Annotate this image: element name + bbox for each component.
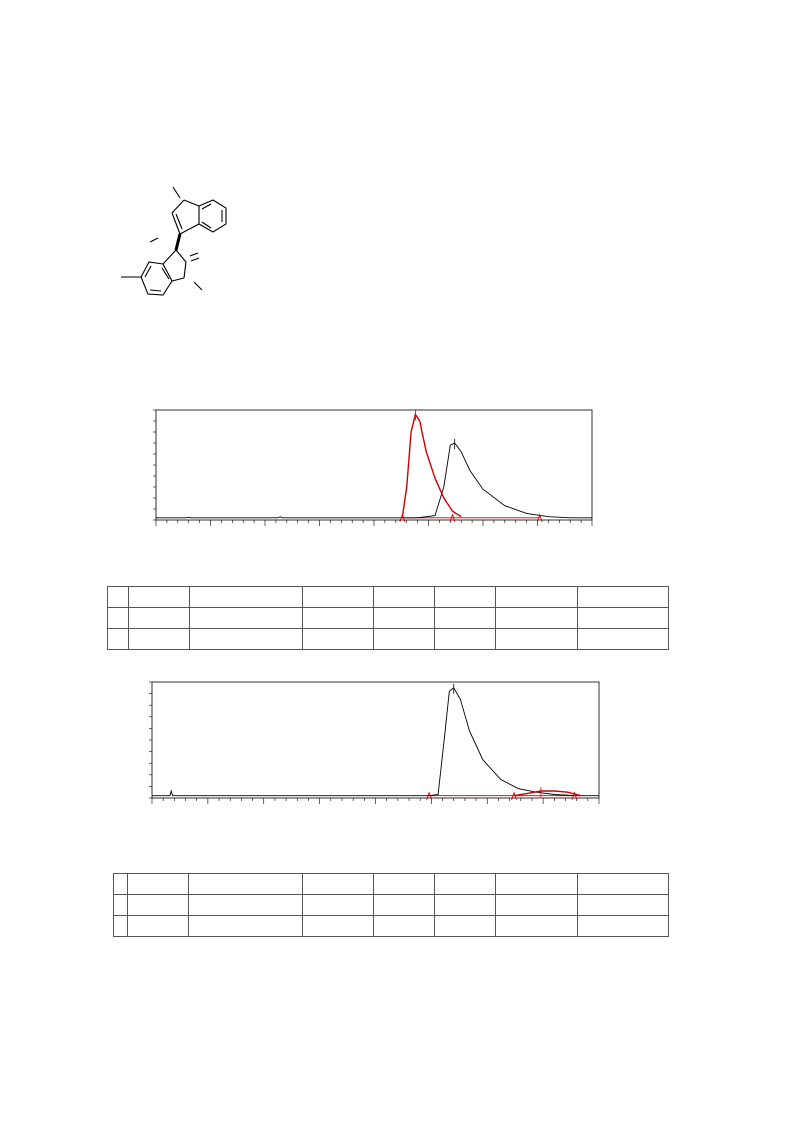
table-row (106, 607, 669, 629)
table-cell (434, 607, 496, 629)
table-cell (494, 915, 578, 937)
table-cell (494, 894, 578, 916)
table-cell (434, 628, 496, 650)
baseline-marker (511, 791, 517, 800)
table-cell (106, 607, 130, 629)
table-cell (302, 607, 375, 629)
table-cell (127, 894, 190, 916)
table-cell (188, 915, 303, 937)
table-cell (373, 607, 436, 629)
plot-frame (151, 681, 600, 799)
table-cell (128, 628, 191, 650)
table-row (106, 586, 669, 608)
series-line-1 (401, 412, 462, 518)
table-cell (189, 586, 304, 608)
table-cell (373, 586, 436, 608)
table-cell (112, 873, 129, 895)
table-cell (301, 915, 374, 937)
table-cell (106, 628, 130, 650)
table-cell (494, 607, 579, 629)
table-cell (128, 586, 191, 608)
table-cell (494, 628, 579, 650)
series-line-1 (513, 790, 582, 797)
table-cell (189, 607, 304, 629)
table-cell (127, 915, 190, 937)
baseline-marker (536, 513, 543, 522)
table-cell (576, 894, 670, 916)
table-cell (301, 873, 374, 895)
table-cell (112, 915, 129, 937)
table-cell (372, 873, 435, 895)
baseline-marker (449, 513, 456, 522)
plot-frame (155, 409, 593, 521)
table-cell (494, 586, 579, 608)
table-row (112, 915, 670, 937)
table-cell (128, 607, 191, 629)
table-cell (576, 915, 670, 937)
table-cell (372, 894, 435, 916)
table-cell (577, 607, 669, 629)
table-cell (433, 915, 496, 937)
table-cell (576, 873, 670, 895)
table-cell (302, 586, 375, 608)
table-cell (127, 873, 190, 895)
table-cell (433, 894, 496, 916)
table-row (112, 873, 670, 895)
table-cell (106, 586, 130, 608)
table-cell (372, 915, 435, 937)
table-cell (577, 586, 669, 608)
chromatogram-2 (149, 681, 600, 804)
series-line-0 (156, 442, 592, 519)
peak-table-1 (106, 586, 669, 650)
table-cell (188, 873, 303, 895)
baseline-marker (426, 791, 433, 800)
table-cell (112, 894, 129, 916)
series-line-0 (152, 687, 599, 797)
baseline-marker (399, 513, 406, 522)
table-cell (577, 628, 669, 650)
table-cell (433, 873, 496, 895)
baseline-marker (571, 791, 578, 800)
lower-benzene-ring (140, 261, 173, 296)
table-cell (189, 628, 304, 650)
table-cell (301, 894, 374, 916)
peak-table-2 (112, 873, 670, 937)
table-cell (302, 628, 375, 650)
upper-benzene-ring (198, 199, 227, 233)
table-cell (494, 873, 578, 895)
table-cell (434, 586, 496, 608)
chromatogram-1 (153, 409, 593, 526)
table-cell (188, 894, 303, 916)
table-row (106, 628, 669, 650)
table-row (112, 894, 670, 916)
table-cell (373, 628, 436, 650)
